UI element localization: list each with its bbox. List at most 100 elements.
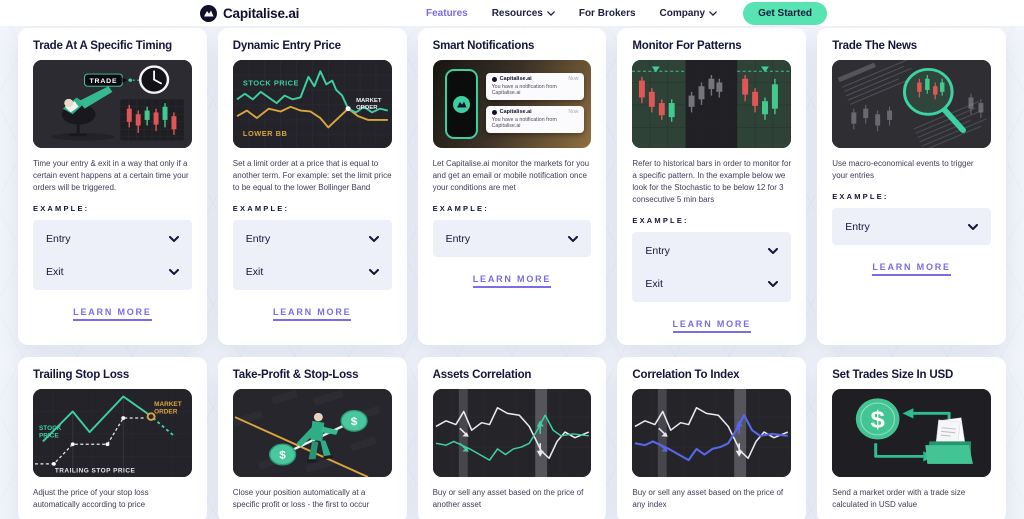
- phone-frame: [444, 69, 478, 139]
- nav-resources[interactable]: Resources: [492, 8, 555, 19]
- card-smart-notifications: Smart Notifications Capitalise.ai Now Yo…: [417, 28, 607, 345]
- nav-for-brokers[interactable]: For Brokers: [578, 7, 636, 19]
- monitor-patterns-illustration: [632, 60, 792, 148]
- card-assets-correlation: Assets Correlation Buy or sell any asset…: [417, 357, 607, 519]
- card-dynamic-entry-price: Dynamic Entry Price STOCK PRICE LOWER BB…: [217, 28, 407, 345]
- card-trade-timing: Trade At A Specific Timing: [18, 28, 207, 345]
- card-title: Correlation To Index: [632, 369, 740, 381]
- card-description: Set a limit order at a price that is equ…: [232, 159, 392, 192]
- learn-more-link[interactable]: LEARN MORE: [272, 307, 352, 321]
- card-trade-the-news: Trade The News: [817, 28, 1006, 345]
- chevron-down-icon: [568, 235, 579, 242]
- card-description: Use macro-economical events to trigger y…: [832, 159, 974, 180]
- chevron-down-icon: [168, 268, 179, 275]
- card-description: Let Capitalise.ai monitor the markets fo…: [432, 159, 590, 192]
- card-description: Buy or sell any asset based on the price…: [632, 488, 784, 509]
- lower-bb-label: LOWER BB: [243, 129, 287, 138]
- card-title: Trade The News: [832, 40, 917, 52]
- card-set-trades-size-usd: Set Trades Size In USD $ Send a market o…: [817, 357, 1006, 519]
- card-title: Trailing Stop Loss: [33, 369, 130, 381]
- trailing-stop-label: TRAILING STOP PRICE: [55, 467, 135, 474]
- chevron-down-icon: [968, 223, 978, 230]
- notification-card: Capitalise.ai Now You have a notificatio…: [485, 106, 585, 133]
- entry-dropdown[interactable]: Entry: [33, 222, 192, 255]
- trade-tag-label: TRADE: [90, 78, 118, 85]
- capitalise-logo-icon: [200, 4, 217, 22]
- chevron-down-icon: [368, 268, 379, 275]
- brand-name: Capitalise.ai: [223, 5, 300, 21]
- learn-more-link[interactable]: LEARN MORE: [472, 274, 552, 288]
- card-description: Refer to historical bars in order to mon…: [632, 159, 792, 204]
- entry-dropdown[interactable]: Entry: [632, 234, 791, 267]
- exit-dropdown[interactable]: Exit: [33, 255, 192, 288]
- take-profit-stop-loss-illustration: $ $: [232, 389, 392, 477]
- stock-price-label: STOCK: [39, 425, 62, 432]
- nav-company[interactable]: Company: [660, 8, 718, 19]
- card-description: Time your entry & exit in a way that onl…: [33, 159, 189, 192]
- card-take-profit-stop-loss: Take-Profit & Stop-Loss: [217, 357, 407, 519]
- notification-card: Capitalise.ai Now You have a notificatio…: [485, 73, 585, 100]
- capitalise-logo-icon: [491, 76, 497, 82]
- example-dropdowns: Entry Exit: [33, 220, 192, 290]
- assets-correlation-illustration: [432, 389, 592, 477]
- example-label: EXAMPLE:: [432, 204, 489, 213]
- example-label: EXAMPLE:: [33, 204, 90, 213]
- example-label: EXAMPLE:: [232, 204, 290, 213]
- capitalise-logo-icon: [452, 95, 470, 113]
- top-navbar: Capitalise.ai Features Resources For Bro…: [0, 0, 1024, 26]
- card-monitor-patterns: Monitor For Patterns: [617, 28, 807, 345]
- chevron-down-icon: [768, 247, 779, 254]
- svg-text:ORDER: ORDER: [154, 408, 178, 415]
- set-trades-size-usd-illustration: $: [832, 389, 991, 477]
- features-grid: Trade At A Specific Timing: [0, 26, 1024, 519]
- entry-dropdown[interactable]: Entry: [233, 222, 392, 255]
- smart-notifications-illustration: Capitalise.ai Now You have a notificatio…: [432, 60, 592, 148]
- learn-more-link[interactable]: LEARN MORE: [872, 262, 951, 276]
- entry-dropdown[interactable]: Entry: [832, 210, 991, 243]
- card-title: Trade At A Specific Timing: [33, 40, 173, 52]
- learn-more-link[interactable]: LEARN MORE: [73, 307, 152, 321]
- dynamic-entry-price-illustration: STOCK PRICE LOWER BB MARKET ORDER: [232, 60, 392, 148]
- chevron-down-icon: [368, 235, 379, 242]
- card-title: Smart Notifications: [432, 40, 535, 52]
- main-nav: Features Resources For Brokers Company G…: [426, 1, 827, 25]
- exit-dropdown[interactable]: Exit: [233, 255, 392, 288]
- example-label: EXAMPLE:: [632, 216, 689, 225]
- example-dropdowns: Entry: [432, 220, 592, 257]
- card-description: Send a market order with a trade size ca…: [832, 488, 966, 509]
- learn-more-link[interactable]: LEARN MORE: [672, 319, 752, 333]
- example-dropdowns: Entry: [832, 208, 991, 245]
- exit-dropdown[interactable]: Exit: [632, 267, 791, 300]
- card-title: Assets Correlation: [432, 369, 532, 381]
- entry-dropdown[interactable]: Entry: [433, 222, 592, 255]
- brand-logo[interactable]: Capitalise.ai: [200, 4, 300, 22]
- example-label: EXAMPLE:: [832, 192, 889, 201]
- card-description: Adjust the price of your stop loss autom…: [33, 488, 149, 509]
- example-dropdowns: Entry Exit: [232, 220, 392, 290]
- card-description: Buy or sell any asset based on the price…: [432, 488, 584, 509]
- nav-features[interactable]: Features: [426, 7, 468, 19]
- card-title: Take-Profit & Stop-Loss: [232, 369, 359, 381]
- market-order-label: MARKET: [154, 401, 182, 408]
- trailing-stop-loss-illustration: STOCK PRICE MARKET ORDER TRAILING STOP P…: [33, 389, 192, 477]
- svg-text:ORDER: ORDER: [356, 105, 378, 111]
- market-order-label: MARKET: [356, 98, 382, 104]
- get-started-button[interactable]: Get Started: [743, 1, 827, 25]
- capitalise-logo-icon: [491, 109, 497, 115]
- card-title: Dynamic Entry Price: [232, 40, 341, 52]
- trade-timing-illustration: TRADE: [33, 60, 192, 148]
- chevron-down-icon: [168, 235, 179, 242]
- chevron-down-icon: [768, 280, 779, 287]
- chevron-down-icon: [547, 10, 555, 16]
- svg-text:PRICE: PRICE: [39, 433, 59, 440]
- svg-text:$: $: [351, 416, 358, 428]
- stock-price-label: STOCK PRICE: [243, 78, 299, 87]
- card-description: Close your position automatically at a s…: [232, 488, 370, 509]
- card-title: Monitor For Patterns: [632, 40, 742, 52]
- chevron-down-icon: [709, 10, 717, 16]
- svg-text:$: $: [279, 450, 286, 462]
- trade-the-news-illustration: [832, 60, 991, 148]
- example-dropdowns: Entry Exit: [632, 232, 792, 302]
- correlation-to-index-illustration: [632, 389, 792, 477]
- card-trailing-stop-loss: Trailing Stop Loss STOCK PRICE MARKET OR…: [18, 357, 207, 519]
